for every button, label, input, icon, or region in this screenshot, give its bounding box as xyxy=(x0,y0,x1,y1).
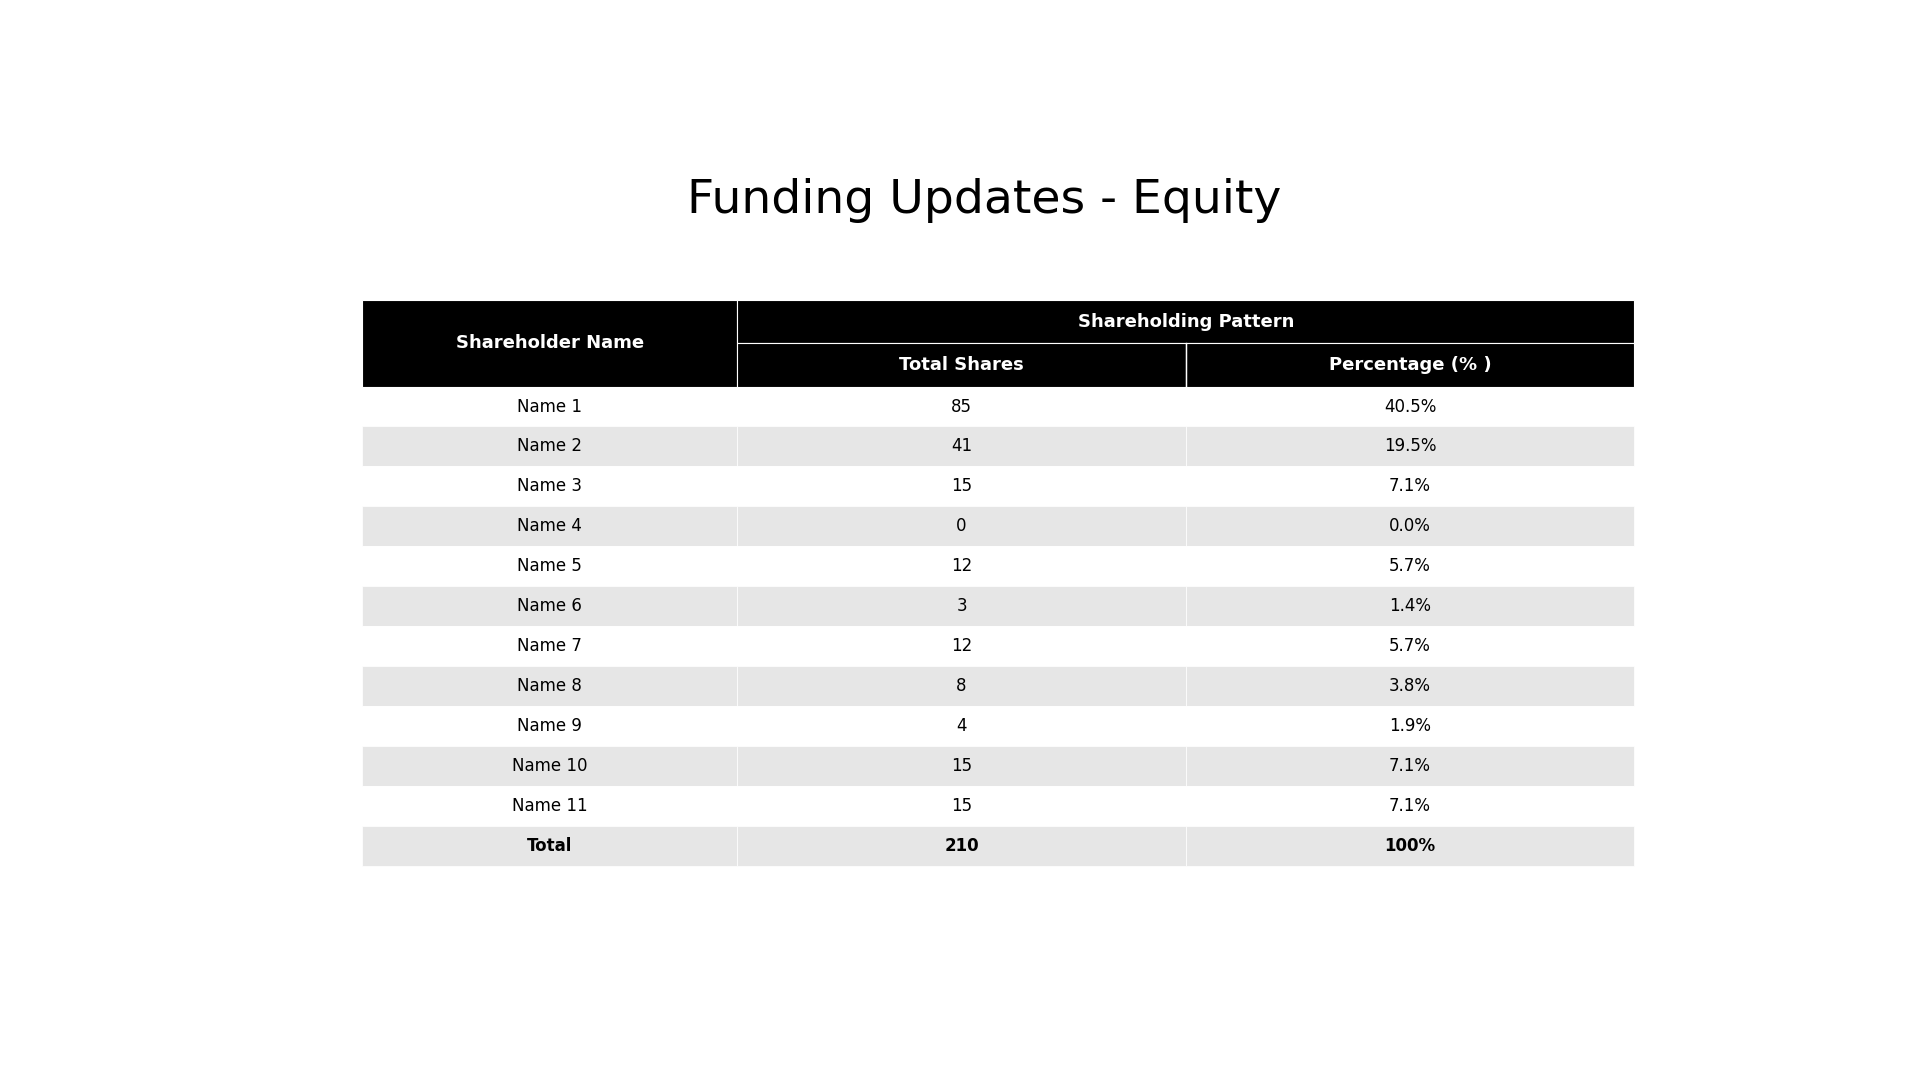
Text: Name 10: Name 10 xyxy=(513,757,588,774)
Text: Percentage (% ): Percentage (% ) xyxy=(1329,356,1492,374)
Text: 12: 12 xyxy=(950,637,972,656)
Text: Name 6: Name 6 xyxy=(516,597,582,616)
Bar xyxy=(1187,825,1634,865)
Bar xyxy=(737,706,1187,746)
Bar xyxy=(363,825,737,865)
Bar xyxy=(1187,467,1634,507)
Bar xyxy=(737,786,1187,825)
Text: 5.7%: 5.7% xyxy=(1388,557,1430,576)
Text: 1.9%: 1.9% xyxy=(1388,717,1430,734)
Text: Name 4: Name 4 xyxy=(516,517,582,536)
Bar xyxy=(363,387,737,427)
Text: 1.4%: 1.4% xyxy=(1388,597,1430,616)
Bar xyxy=(1187,626,1634,666)
Text: 40.5%: 40.5% xyxy=(1384,397,1436,416)
Bar xyxy=(737,300,1634,343)
Text: 3: 3 xyxy=(956,597,968,616)
Text: 15: 15 xyxy=(950,477,972,496)
Text: Name 8: Name 8 xyxy=(516,677,582,694)
Bar xyxy=(363,427,737,467)
Text: 5.7%: 5.7% xyxy=(1388,637,1430,656)
Text: Name 7: Name 7 xyxy=(516,637,582,656)
Text: Name 2: Name 2 xyxy=(516,437,582,456)
Text: Name 5: Name 5 xyxy=(516,557,582,576)
Bar xyxy=(1187,343,1634,387)
Text: 8: 8 xyxy=(956,677,968,694)
Bar xyxy=(1187,586,1634,626)
Bar xyxy=(363,546,737,586)
Text: Shareholding Pattern: Shareholding Pattern xyxy=(1077,313,1294,330)
Bar xyxy=(363,626,737,666)
Text: Funding Updates - Equity: Funding Updates - Equity xyxy=(687,178,1281,222)
Text: 19.5%: 19.5% xyxy=(1384,437,1436,456)
Text: 15: 15 xyxy=(950,797,972,814)
Bar xyxy=(737,387,1187,427)
Bar xyxy=(737,626,1187,666)
Text: Name 3: Name 3 xyxy=(516,477,582,496)
Text: 210: 210 xyxy=(945,837,979,854)
Bar xyxy=(737,427,1187,467)
Bar xyxy=(737,825,1187,865)
Text: 0: 0 xyxy=(956,517,968,536)
Bar xyxy=(737,666,1187,706)
Bar xyxy=(1187,746,1634,786)
Bar xyxy=(1187,786,1634,825)
Text: Name 11: Name 11 xyxy=(513,797,588,814)
Text: 7.1%: 7.1% xyxy=(1388,477,1430,496)
Bar xyxy=(737,343,1187,387)
Text: 100%: 100% xyxy=(1384,837,1436,854)
Bar xyxy=(1187,427,1634,467)
Bar xyxy=(1187,666,1634,706)
Bar xyxy=(363,746,737,786)
Text: 0.0%: 0.0% xyxy=(1388,517,1430,536)
Text: Name 1: Name 1 xyxy=(516,397,582,416)
Bar xyxy=(1187,706,1634,746)
Text: 4: 4 xyxy=(956,717,968,734)
Bar xyxy=(737,467,1187,507)
Bar xyxy=(363,666,737,706)
Text: 7.1%: 7.1% xyxy=(1388,757,1430,774)
Text: Shareholder Name: Shareholder Name xyxy=(455,335,643,352)
Text: 12: 12 xyxy=(950,557,972,576)
Bar xyxy=(363,786,737,825)
Text: 7.1%: 7.1% xyxy=(1388,797,1430,814)
Text: Total: Total xyxy=(526,837,572,854)
Bar xyxy=(363,467,737,507)
Text: Total Shares: Total Shares xyxy=(899,356,1023,374)
Bar xyxy=(363,507,737,546)
Bar xyxy=(737,746,1187,786)
Bar xyxy=(363,706,737,746)
Bar xyxy=(737,546,1187,586)
Text: 41: 41 xyxy=(950,437,972,456)
Bar xyxy=(363,586,737,626)
Text: 85: 85 xyxy=(950,397,972,416)
Bar xyxy=(737,586,1187,626)
Text: 15: 15 xyxy=(950,757,972,774)
Text: 3.8%: 3.8% xyxy=(1388,677,1430,694)
Bar xyxy=(1187,507,1634,546)
Bar xyxy=(1187,546,1634,586)
Text: Name 9: Name 9 xyxy=(516,717,582,734)
Bar xyxy=(737,507,1187,546)
Bar xyxy=(1187,387,1634,427)
